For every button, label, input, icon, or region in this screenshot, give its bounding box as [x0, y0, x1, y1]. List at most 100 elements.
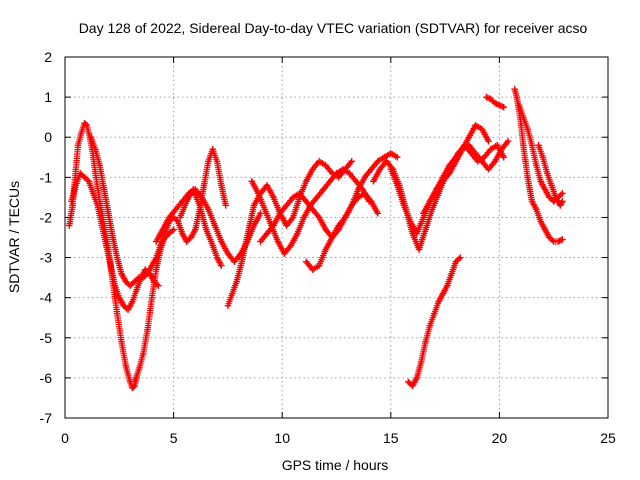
- data-point: [276, 210, 284, 217]
- data-point: [66, 222, 73, 229]
- data-point: [548, 182, 555, 189]
- data-point: [407, 218, 414, 225]
- data-point: [77, 170, 84, 177]
- data-point: [374, 158, 381, 165]
- data-point: [435, 298, 442, 305]
- data-point: [263, 182, 271, 189]
- data-point: [109, 234, 116, 241]
- series-track-14: [420, 138, 512, 217]
- data-point: [209, 242, 216, 249]
- data-point: [533, 206, 540, 213]
- data-point: [200, 182, 208, 189]
- data-point: [422, 226, 429, 233]
- data-point: [387, 150, 394, 157]
- data-point: [281, 250, 288, 257]
- data-point: [368, 166, 375, 173]
- data-point: [179, 230, 186, 237]
- data-point: [122, 362, 130, 370]
- data-point: [283, 222, 290, 229]
- data-point: [224, 250, 232, 257]
- data-point: [211, 222, 219, 229]
- data-point: [202, 226, 210, 233]
- data-point: [296, 190, 303, 197]
- data-point: [263, 230, 271, 237]
- data-point: [428, 206, 436, 213]
- x-tick-label: 10: [274, 430, 290, 446]
- data-point: [426, 198, 434, 205]
- data-point: [415, 246, 423, 253]
- data-point: [72, 166, 80, 173]
- data-point: [520, 113, 527, 121]
- y-axis-title: SDTVAR / TECUs: [6, 181, 22, 293]
- y-tick-label: -3: [40, 250, 53, 266]
- series-track-10: [302, 150, 401, 273]
- data-point: [452, 154, 460, 161]
- data-point: [500, 103, 507, 111]
- data-point: [116, 294, 123, 301]
- data-point: [224, 302, 232, 309]
- data-point: [409, 382, 416, 390]
- data-point: [113, 310, 121, 317]
- data-point: [439, 174, 447, 181]
- data-point: [554, 238, 562, 245]
- data-point: [487, 146, 494, 153]
- data-point: [144, 270, 151, 277]
- data-point: [355, 186, 362, 193]
- data-point: [78, 130, 85, 137]
- data-point: [404, 378, 412, 386]
- data-point: [326, 178, 334, 185]
- data-point: [485, 166, 492, 173]
- data-point: [72, 182, 80, 189]
- data-point: [315, 262, 323, 269]
- data-point: [270, 194, 277, 201]
- data-point: [153, 266, 160, 273]
- y-tick-label: 0: [44, 129, 52, 145]
- data-point: [261, 206, 269, 213]
- data-point: [287, 242, 295, 249]
- data-point: [113, 254, 121, 261]
- data-point: [309, 166, 316, 173]
- data-point: [491, 99, 499, 107]
- data-point: [543, 170, 551, 177]
- data-point: [504, 138, 512, 145]
- data-point: [83, 121, 90, 129]
- data-point: [494, 142, 501, 149]
- data-point: [472, 121, 479, 129]
- data-point: [246, 222, 253, 229]
- data-point: [546, 234, 553, 241]
- x-tick-label: 15: [383, 430, 399, 446]
- series-track-13: [404, 254, 464, 390]
- data-point: [85, 178, 93, 185]
- data-point: [148, 294, 156, 301]
- data-point: [487, 95, 494, 103]
- data-point: [122, 278, 130, 285]
- data-point: [522, 158, 529, 165]
- data-point: [183, 198, 190, 205]
- data-point: [559, 236, 566, 243]
- data-point: [98, 222, 106, 229]
- data-point: [105, 210, 112, 217]
- data-point: [413, 374, 421, 382]
- data-point: [528, 142, 536, 149]
- data-point: [478, 158, 486, 165]
- data-point: [68, 198, 75, 205]
- data-point: [335, 222, 342, 229]
- data-point: [300, 214, 308, 221]
- data-point: [381, 154, 388, 161]
- data-point: [457, 254, 464, 261]
- data-point: [339, 166, 347, 173]
- data-point: [376, 166, 384, 173]
- data-point: [400, 202, 408, 209]
- data-point: [431, 310, 438, 317]
- y-tick-label: -1: [40, 169, 53, 185]
- data-point: [74, 142, 82, 149]
- data-point: [346, 170, 353, 177]
- data-point: [452, 258, 460, 265]
- data-point: [81, 174, 88, 181]
- data-point: [387, 166, 394, 173]
- data-point: [237, 262, 245, 269]
- data-point: [166, 214, 173, 221]
- data-point: [413, 230, 421, 237]
- data-point: [426, 322, 434, 329]
